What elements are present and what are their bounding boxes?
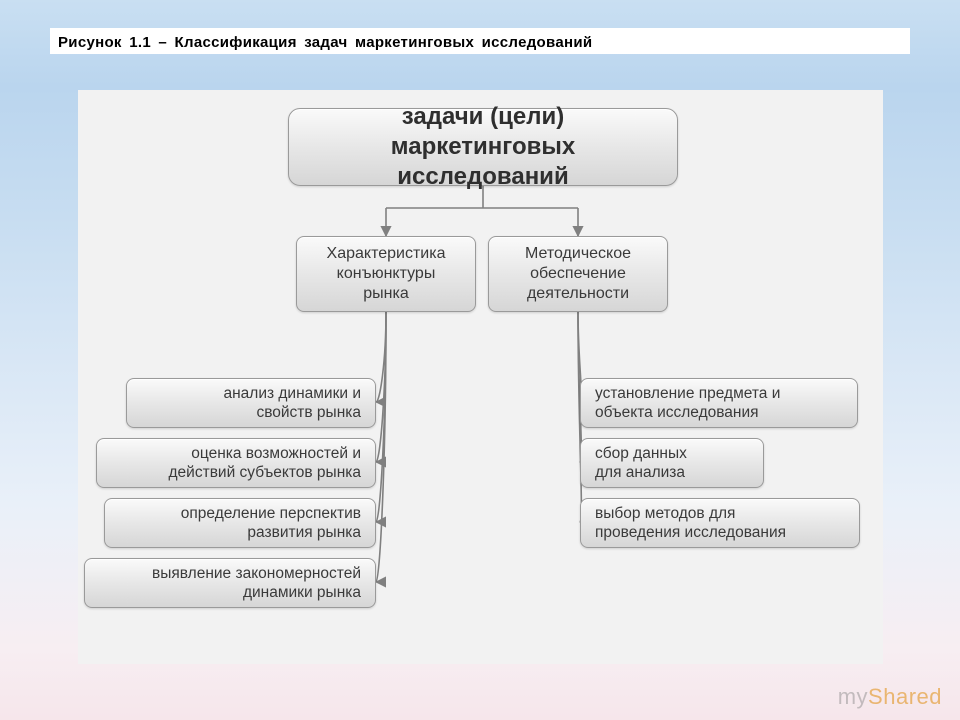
branch-right-node: Методическоеобеспечениедеятельности xyxy=(488,236,668,312)
watermark-accent: Shared xyxy=(868,684,942,709)
leaf-l3-label: определение перспективразвития рынка xyxy=(181,504,361,543)
watermark-plain: my xyxy=(838,684,868,709)
leaf-r1-label: установление предмета иобъекта исследова… xyxy=(595,384,780,423)
watermark: myShared xyxy=(838,684,942,710)
leaf-r3: выбор методов дляпроведения исследования xyxy=(580,498,860,548)
diagram-panel: задачи (цели)маркетинговых исследований … xyxy=(78,90,883,664)
page: Рисунок 1.1 – Классификация задач маркет… xyxy=(0,0,960,720)
root-label: задачи (цели)маркетинговых исследований xyxy=(303,102,663,192)
leaf-l1: анализ динамики исвойств рынка xyxy=(126,378,376,428)
leaf-l2: оценка возможностей идействий субъектов … xyxy=(96,438,376,488)
leaf-l4: выявление закономерностейдинамики рынка xyxy=(84,558,376,608)
leaf-l3: определение перспективразвития рынка xyxy=(104,498,376,548)
branch-left-node: Характеристикаконъюнктурырынка xyxy=(296,236,476,312)
caption-text: Рисунок 1.1 – Классификация задач маркет… xyxy=(58,34,592,51)
leaf-l2-label: оценка возможностей идействий субъектов … xyxy=(169,444,361,483)
caption-bar: Рисунок 1.1 – Классификация задач маркет… xyxy=(50,28,910,54)
leaf-r3-label: выбор методов дляпроведения исследования xyxy=(595,504,786,543)
leaf-l1-label: анализ динамики исвойств рынка xyxy=(223,384,361,423)
branch-left-label: Характеристикаконъюнктурырынка xyxy=(327,244,446,304)
leaf-r2: сбор данныхдля анализа xyxy=(580,438,764,488)
leaf-l4-label: выявление закономерностейдинамики рынка xyxy=(152,564,361,603)
branch-right-label: Методическоеобеспечениедеятельности xyxy=(525,244,631,304)
root-node: задачи (цели)маркетинговых исследований xyxy=(288,108,678,186)
leaf-r2-label: сбор данныхдля анализа xyxy=(595,444,687,483)
leaf-r1: установление предмета иобъекта исследова… xyxy=(580,378,858,428)
